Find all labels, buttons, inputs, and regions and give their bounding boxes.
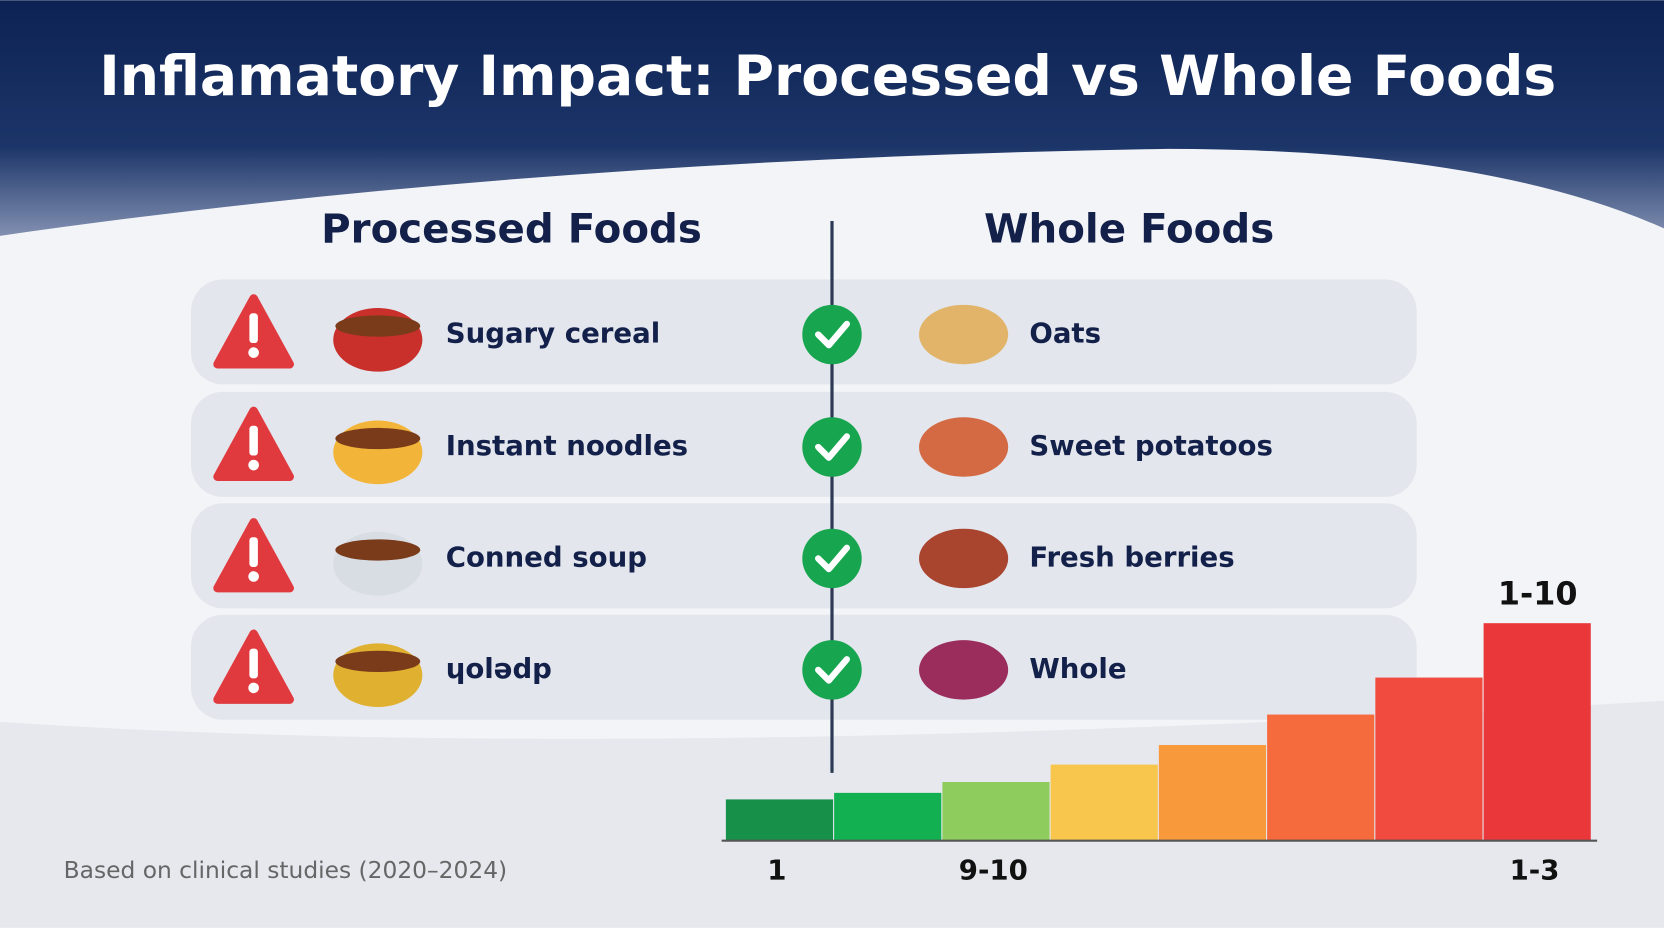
check-icon [802, 304, 862, 365]
rows: Sugary cereal Oats Instant noodles Sweet po… [191, 279, 1417, 720]
bar [834, 792, 942, 841]
bar [1267, 714, 1375, 841]
food-icon [919, 528, 1009, 589]
bar [1375, 677, 1483, 841]
checks [802, 304, 862, 700]
food-icon-top [335, 539, 421, 561]
scale-chart: 1 9-10 1-3 1-10 [721, 575, 1598, 887]
food-icon [919, 304, 1009, 365]
warning-dot [248, 682, 259, 694]
x-tick-label: 1-3 [1510, 854, 1560, 887]
check-mark [815, 320, 851, 349]
warning-dot [248, 347, 259, 358]
bar [1158, 745, 1267, 841]
food-icon [919, 640, 1009, 700]
whole-food: Sweet potatoos [1029, 429, 1273, 462]
whole-food: Oats [1029, 317, 1101, 350]
annotation: 1-10 [1498, 575, 1578, 613]
check-mark [815, 433, 851, 461]
column-title: Whole Foods [984, 206, 1274, 253]
bar [942, 781, 1050, 841]
processed-food: Conned soup [446, 540, 647, 573]
warning-mark [249, 648, 258, 679]
check-icon [802, 417, 862, 477]
food-icon-top [335, 650, 421, 672]
bar [1483, 623, 1591, 841]
check-icon [802, 528, 862, 589]
food-icon [919, 417, 1009, 477]
check-mark [815, 656, 851, 684]
check-icon [802, 640, 862, 700]
whole-food: Fresh berries [1029, 540, 1234, 573]
warning-dot [248, 571, 259, 582]
processed-food: Sugary cereal [446, 317, 660, 350]
x-tick-label: 9-10 [959, 854, 1028, 887]
whole-food: Whole [1029, 652, 1126, 685]
check-mark [815, 544, 851, 573]
food-icon-top [335, 427, 421, 450]
food-icon-top [335, 315, 421, 337]
bar [1050, 764, 1158, 841]
title: Inflamatory Impact: Processed vs Whole F… [99, 45, 1556, 109]
bar [725, 799, 834, 841]
warning-mark [249, 425, 258, 456]
x-tick-label: 1 [767, 854, 786, 887]
processed-food: ɥolədp [446, 652, 552, 685]
warning-mark [249, 313, 258, 344]
column-title: Processed Foods [321, 206, 702, 253]
processed-food: Instant noodles [446, 429, 688, 462]
footer-note: Based on clinical studies (2020–2024) [64, 856, 507, 884]
warning-dot [248, 459, 259, 471]
warning-mark [249, 537, 258, 567]
